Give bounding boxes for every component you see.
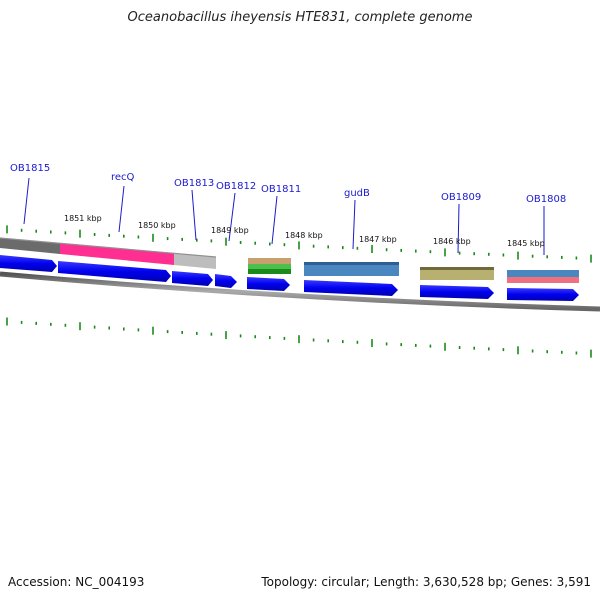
upper-band-top-edge xyxy=(0,237,217,258)
ob1808-feature-blue[interactable] xyxy=(507,270,579,277)
gene-arrow-recq[interactable] xyxy=(58,261,171,282)
gene-arrow-ob1815[interactable] xyxy=(0,255,57,272)
gene-label-ob1811[interactable]: OB1811 xyxy=(261,184,301,195)
ob1809-feature[interactable] xyxy=(420,267,494,280)
kbp-label-1845: 1845 kbp xyxy=(507,239,545,248)
upper-gray-feature-2[interactable] xyxy=(174,253,216,269)
kbp-label-1846: 1846 kbp xyxy=(433,237,471,246)
ob1808-feature-pink[interactable] xyxy=(507,277,579,283)
map-title: Oceanobacillus iheyensis HTE831, complet… xyxy=(127,10,473,25)
recq-feature[interactable] xyxy=(60,243,174,265)
gene-label-gudb[interactable]: gudB xyxy=(344,188,370,199)
leader-ob1812 xyxy=(228,192,236,242)
gene-label-ob1813[interactable]: OB1813 xyxy=(174,178,214,189)
leader-ob1811 xyxy=(271,195,278,245)
gene-label-ob1808[interactable]: OB1808 xyxy=(526,194,566,205)
leader-ob1809 xyxy=(457,203,460,254)
ob1811-feature-darkgreen[interactable] xyxy=(248,269,291,274)
leader-ob1815 xyxy=(23,177,30,225)
gene-arrow-gudb[interactable] xyxy=(304,280,398,296)
gene-label-ob1812[interactable]: OB1812 xyxy=(216,181,256,192)
gene-arrow-ob1811[interactable] xyxy=(247,277,290,291)
inner-tick-track xyxy=(6,317,592,358)
gene-label-recq[interactable]: recQ xyxy=(111,172,135,183)
kbp-label-1848: 1848 kbp xyxy=(285,231,323,240)
accession-text: Accession: NC_004193 xyxy=(8,575,145,589)
ob1811-feature-tan[interactable] xyxy=(248,258,291,264)
kbp-label-1847: 1847 kbp xyxy=(359,235,397,244)
gene-label-ob1815[interactable]: OB1815 xyxy=(10,163,50,174)
leader-gudb xyxy=(352,199,356,250)
kbp-label-1850: 1850 kbp xyxy=(138,221,176,230)
kbp-label-1851: 1851 kbp xyxy=(64,214,102,223)
gudb-feature[interactable] xyxy=(304,262,399,276)
ob1809-feature-edge xyxy=(420,267,494,270)
gudb-feature-edge xyxy=(304,262,399,265)
kbp-label-1849: 1849 kbp xyxy=(211,226,249,235)
gene-arrow-ob1808[interactable] xyxy=(507,288,579,301)
outer-tick-track xyxy=(6,225,592,263)
gene-arrow-ob1809[interactable] xyxy=(420,285,494,299)
gene-arrow-ob1813[interactable] xyxy=(172,271,213,286)
ob1811-feature-green[interactable] xyxy=(248,264,291,269)
topology-text: Topology: circular; Length: 3,630,528 bp… xyxy=(261,575,591,589)
genome-backbone xyxy=(0,271,600,312)
gene-arrow-ob1812[interactable] xyxy=(215,274,237,288)
gene-label-ob1809[interactable]: OB1809 xyxy=(441,192,481,203)
leader-recq xyxy=(118,185,125,233)
leader-ob1813 xyxy=(191,189,197,241)
